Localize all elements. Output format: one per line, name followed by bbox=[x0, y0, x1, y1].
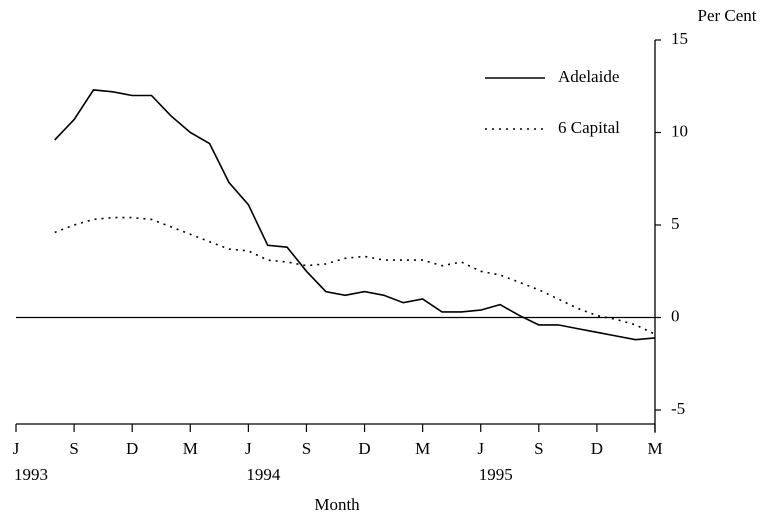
y-tick-label: 10 bbox=[671, 121, 688, 140]
x-tick-label: S bbox=[69, 439, 78, 458]
line-series bbox=[54, 216, 656, 335]
x-tick-label: M bbox=[415, 439, 430, 458]
x-tick-label: M bbox=[183, 439, 198, 458]
x-tick-label: J bbox=[245, 439, 252, 458]
x-tick-label: S bbox=[534, 439, 543, 458]
x-tick-label: S bbox=[302, 439, 311, 458]
x-tick-label: M bbox=[647, 439, 662, 458]
y-tick-label: 0 bbox=[671, 306, 680, 325]
line-series bbox=[54, 89, 656, 341]
y-tick-label: 5 bbox=[671, 214, 680, 233]
x-axis-label: Month bbox=[314, 495, 360, 514]
y-tick-label: 15 bbox=[671, 29, 688, 48]
x-tick-label: D bbox=[126, 439, 138, 458]
x-tick-label: J bbox=[477, 439, 484, 458]
year-label: 1994 bbox=[246, 465, 281, 484]
year-label: 1993 bbox=[14, 465, 48, 484]
y-axis-label: Per Cent bbox=[697, 6, 756, 25]
x-tick-label: J bbox=[13, 439, 20, 458]
x-tick-label: D bbox=[591, 439, 603, 458]
legend-label: Adelaide bbox=[558, 67, 619, 86]
year-label: 1995 bbox=[479, 465, 513, 484]
y-tick-label: -5 bbox=[671, 399, 685, 418]
x-tick-label: D bbox=[358, 439, 370, 458]
legend-label: 6 Capital bbox=[558, 118, 620, 137]
